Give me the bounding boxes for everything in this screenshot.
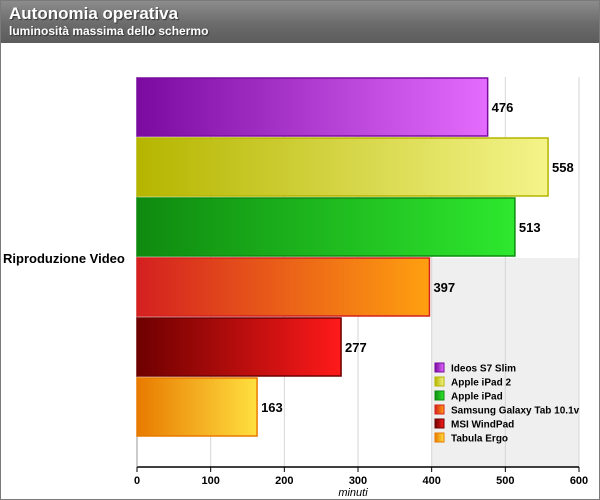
x-tick-label: 0 (134, 475, 140, 487)
chart-title: Autonomia operativa (9, 4, 179, 23)
legend-swatch (434, 418, 445, 429)
legend-label: MSI WindPad (451, 420, 514, 431)
x-tick-label: 100 (201, 475, 219, 487)
bar-value-label: 163 (261, 400, 283, 415)
bar (136, 377, 258, 437)
legend-swatch (434, 362, 445, 373)
x-tick-label: 200 (275, 475, 293, 487)
chart-header: Autonomia operativa luminosità massima d… (1, 1, 599, 43)
bar-value-label: 277 (345, 340, 367, 355)
x-tick-label: 300 (349, 475, 367, 487)
category-label: Riproduzione Video (3, 251, 125, 266)
chart-subtitle: luminosità massima dello schermo (9, 24, 209, 38)
bar-value-label: 397 (433, 280, 455, 295)
bar (136, 77, 489, 137)
legend-label: Tabula Ergo (451, 434, 508, 445)
bar (136, 317, 342, 377)
legend-swatch (434, 390, 445, 401)
legend-swatch (434, 376, 445, 387)
bar-value-label: 513 (519, 220, 541, 235)
x-axis-title: minuti (338, 487, 368, 499)
bar-value-label: 476 (492, 100, 514, 115)
x-tick-label: 600 (570, 475, 588, 487)
legend-label: Apple iPad (451, 392, 503, 403)
legend-swatch (434, 404, 445, 415)
bar (136, 197, 516, 257)
bar (136, 257, 431, 317)
legend-label: Apple iPad 2 (451, 378, 511, 389)
bar (136, 137, 549, 197)
x-tick-label: 400 (422, 475, 440, 487)
legend-label: Ideos S7 Slim (451, 364, 516, 375)
bar-value-label: 558 (552, 160, 574, 175)
legend-swatch (434, 432, 445, 443)
x-tick-label: 500 (496, 475, 514, 487)
legend-label: Samsung Galaxy Tab 10.1v (451, 406, 580, 417)
